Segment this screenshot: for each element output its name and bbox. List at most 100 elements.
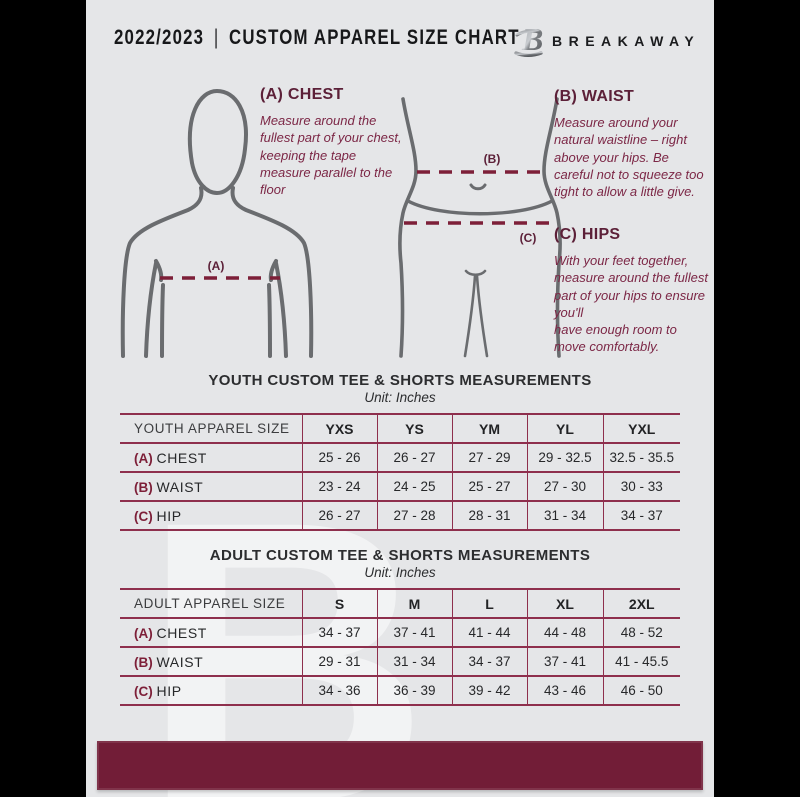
table-cell: (C) HIP	[120, 500, 303, 530]
table-cell: YS	[377, 413, 453, 443]
youth-table: YOUTH APPAREL SIZE YXS YS YM YL YXL (A) …	[120, 413, 680, 531]
table-cell: YM	[452, 413, 528, 443]
size-column-label: L	[485, 595, 494, 612]
size-column-label: M	[408, 595, 421, 612]
table-cell: 31 - 34	[377, 646, 453, 676]
table-cell: (B) WAIST	[120, 471, 303, 501]
right-inner-arm	[274, 261, 288, 358]
row-prefix: (C)	[134, 683, 153, 699]
table-cell: 34 - 37	[452, 646, 528, 676]
youth-table-unit: Unit: Inches	[364, 390, 436, 405]
row-label: WAIST	[156, 478, 204, 495]
adult-table: ADULT APPAREL SIZE S M L XL 2XL (A) CHES…	[120, 588, 680, 706]
table-row: (A) CHEST 34 - 37 37 - 41 41 - 44 44 - 4…	[120, 617, 680, 647]
chest-heading: (A) CHEST	[260, 86, 344, 103]
hip-waistband-curve	[406, 199, 554, 216]
lower-body-figure: (B) (C)	[398, 97, 562, 358]
table-cell: 26 - 27	[377, 442, 453, 472]
left-black-bar	[0, 0, 86, 797]
chest-instructions: Measure around the fullest part of your …	[260, 113, 402, 198]
left-torso-side	[160, 283, 165, 358]
row-prefix: (B)	[134, 654, 153, 670]
table-cell: 29 - 32.5	[527, 442, 604, 472]
season-label: 2022/2023	[114, 26, 205, 49]
table-cell: 23 - 24	[302, 471, 378, 501]
row-label: WAIST	[156, 653, 204, 670]
size-column-label: S	[334, 595, 345, 612]
hips-heading: (C) HIPS	[554, 226, 621, 243]
table-cell: (C) HIP	[120, 675, 303, 705]
table-cell: 36 - 39	[377, 675, 453, 705]
right-black-bar	[714, 0, 800, 797]
size-column-label: 2XL	[628, 595, 655, 612]
table-cell: (B) WAIST	[120, 646, 303, 676]
waist-heading: (B) WAIST	[554, 88, 635, 105]
youth-size-header: YOUTH APPAREL SIZE	[134, 421, 290, 436]
table-cell: 44 - 48	[527, 617, 604, 647]
footer-accent-bar	[97, 741, 703, 790]
table-cell: 25 - 27	[452, 471, 528, 501]
size-column-label: YS	[405, 420, 424, 437]
row-prefix: (A)	[134, 450, 153, 466]
table-cell: 34 - 37	[603, 500, 680, 530]
title-divider: |	[213, 26, 220, 49]
table-cell: 24 - 25	[377, 471, 453, 501]
brand-name: BREAKAWAY	[552, 33, 701, 49]
right-shoulder-arm	[230, 186, 314, 358]
size-column-label: YL	[556, 420, 574, 437]
table-cell: 27 - 29	[452, 442, 528, 472]
table-cell: 28 - 31	[452, 500, 528, 530]
table-cell: 34 - 37	[302, 617, 378, 647]
table-cell: YXL	[603, 413, 680, 443]
row-prefix: (B)	[134, 479, 153, 495]
hip-line-label: (C)	[520, 231, 537, 245]
chest-line-label: (A)	[208, 259, 225, 273]
head-outline	[187, 88, 248, 196]
table-cell: 29 - 31	[302, 646, 378, 676]
table-cell: 31 - 34	[527, 500, 604, 530]
breakaway-logo-icon: B	[514, 20, 550, 60]
left-inner-arm	[144, 261, 158, 358]
crotch-curve	[464, 269, 487, 277]
table-cell: 32.5 - 35.5	[603, 442, 680, 472]
table-row: (B) WAIST 23 - 24 24 - 25 25 - 27 27 - 3…	[120, 471, 680, 501]
adult-table-unit: Unit: Inches	[364, 565, 436, 580]
table-cell: M	[377, 588, 453, 618]
left-inner-leg	[463, 274, 477, 358]
table-cell: 48 - 52	[603, 617, 680, 647]
youth-table-title: YOUTH CUSTOM TEE & SHORTS MEASUREMENTS	[208, 372, 592, 389]
table-cell: 34 - 36	[302, 675, 378, 705]
left-body-side	[398, 97, 418, 358]
right-torso-side	[267, 283, 272, 358]
table-cell: 26 - 27	[302, 500, 378, 530]
adult-size-header: ADULT APPAREL SIZE	[134, 596, 286, 611]
table-cell: (A) CHEST	[120, 442, 303, 472]
table-cell: 43 - 46	[527, 675, 604, 705]
page-title: 2022/2023 | CUSTOM APPAREL SIZE CHART	[114, 26, 520, 50]
navel-mark	[469, 183, 487, 191]
hips-instructions: With your feet together, measure around …	[554, 253, 708, 355]
size-column-label: YXS	[325, 420, 354, 437]
size-column-label: XL	[556, 595, 574, 612]
table-row: (B) WAIST 29 - 31 31 - 34 34 - 37 37 - 4…	[120, 646, 680, 676]
right-body-side	[542, 97, 562, 358]
row-label: CHEST	[156, 449, 207, 466]
size-column-label: YXL	[628, 420, 656, 437]
row-label: CHEST	[156, 624, 207, 641]
table-cell: 37 - 41	[527, 646, 604, 676]
waist-instructions: Measure around your natural waistline – …	[554, 115, 704, 200]
table-cell: YL	[527, 413, 604, 443]
table-cell: 27 - 28	[377, 500, 453, 530]
table-cell: 30 - 33	[603, 471, 680, 501]
table-row: (C) HIP 26 - 27 27 - 28 28 - 31 31 - 34 …	[120, 500, 680, 530]
row-label: HIP	[156, 682, 182, 699]
table-cell: 25 - 26	[302, 442, 378, 472]
table-cell: 41 - 45.5	[603, 646, 680, 676]
row-prefix: (A)	[134, 625, 153, 641]
size-column-label: YM	[479, 420, 500, 437]
table-cell: 39 - 42	[452, 675, 528, 705]
table-cell: 27 - 30	[527, 471, 604, 501]
upper-body-figure: (A)	[120, 88, 314, 358]
adult-header-row: ADULT APPAREL SIZE S M L XL 2XL	[120, 588, 680, 618]
left-shoulder-arm	[120, 186, 204, 358]
